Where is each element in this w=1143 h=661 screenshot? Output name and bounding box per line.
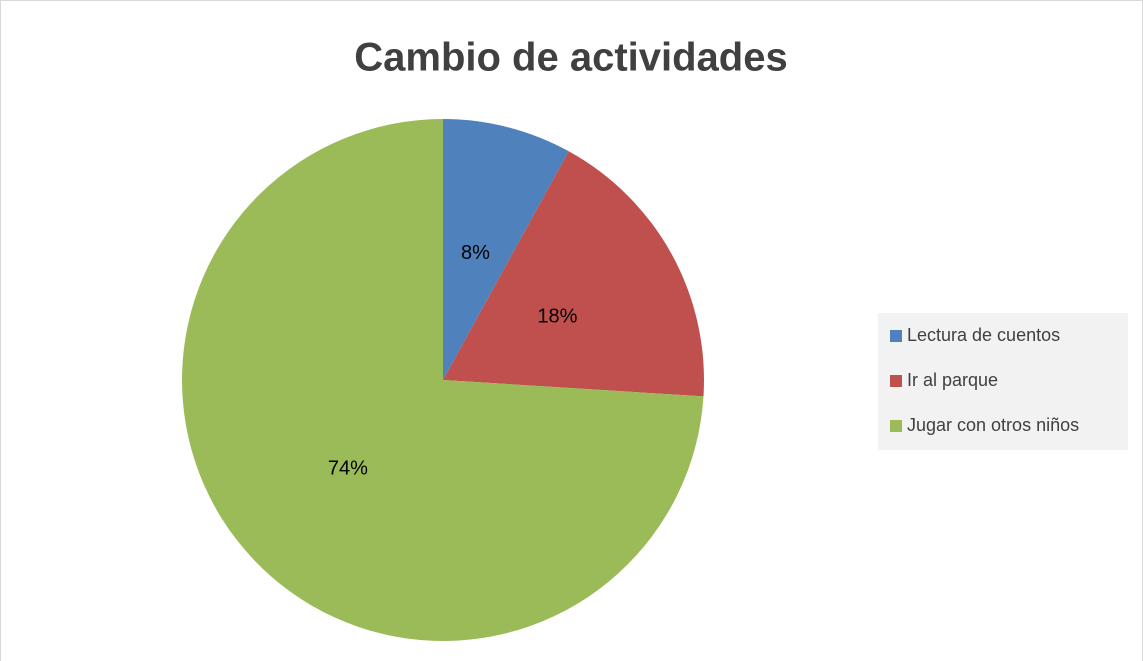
data-label: 74% — [328, 458, 368, 480]
legend-box — [878, 313, 1128, 450]
legend-swatch — [890, 330, 902, 342]
data-label: 8% — [461, 242, 490, 264]
data-label: 18% — [537, 305, 577, 327]
pie-slice — [182, 119, 704, 642]
legend-swatch — [890, 420, 902, 432]
legend-label: Ir al parque — [907, 370, 998, 390]
pie-slice — [443, 151, 704, 397]
legend-swatch — [890, 375, 902, 387]
legend-label: Lectura de cuentos — [907, 325, 1060, 345]
pie-slice — [443, 119, 569, 380]
chart-title: Cambio de actividades — [354, 36, 787, 80]
legend-label: Jugar con otros niños — [907, 415, 1079, 435]
